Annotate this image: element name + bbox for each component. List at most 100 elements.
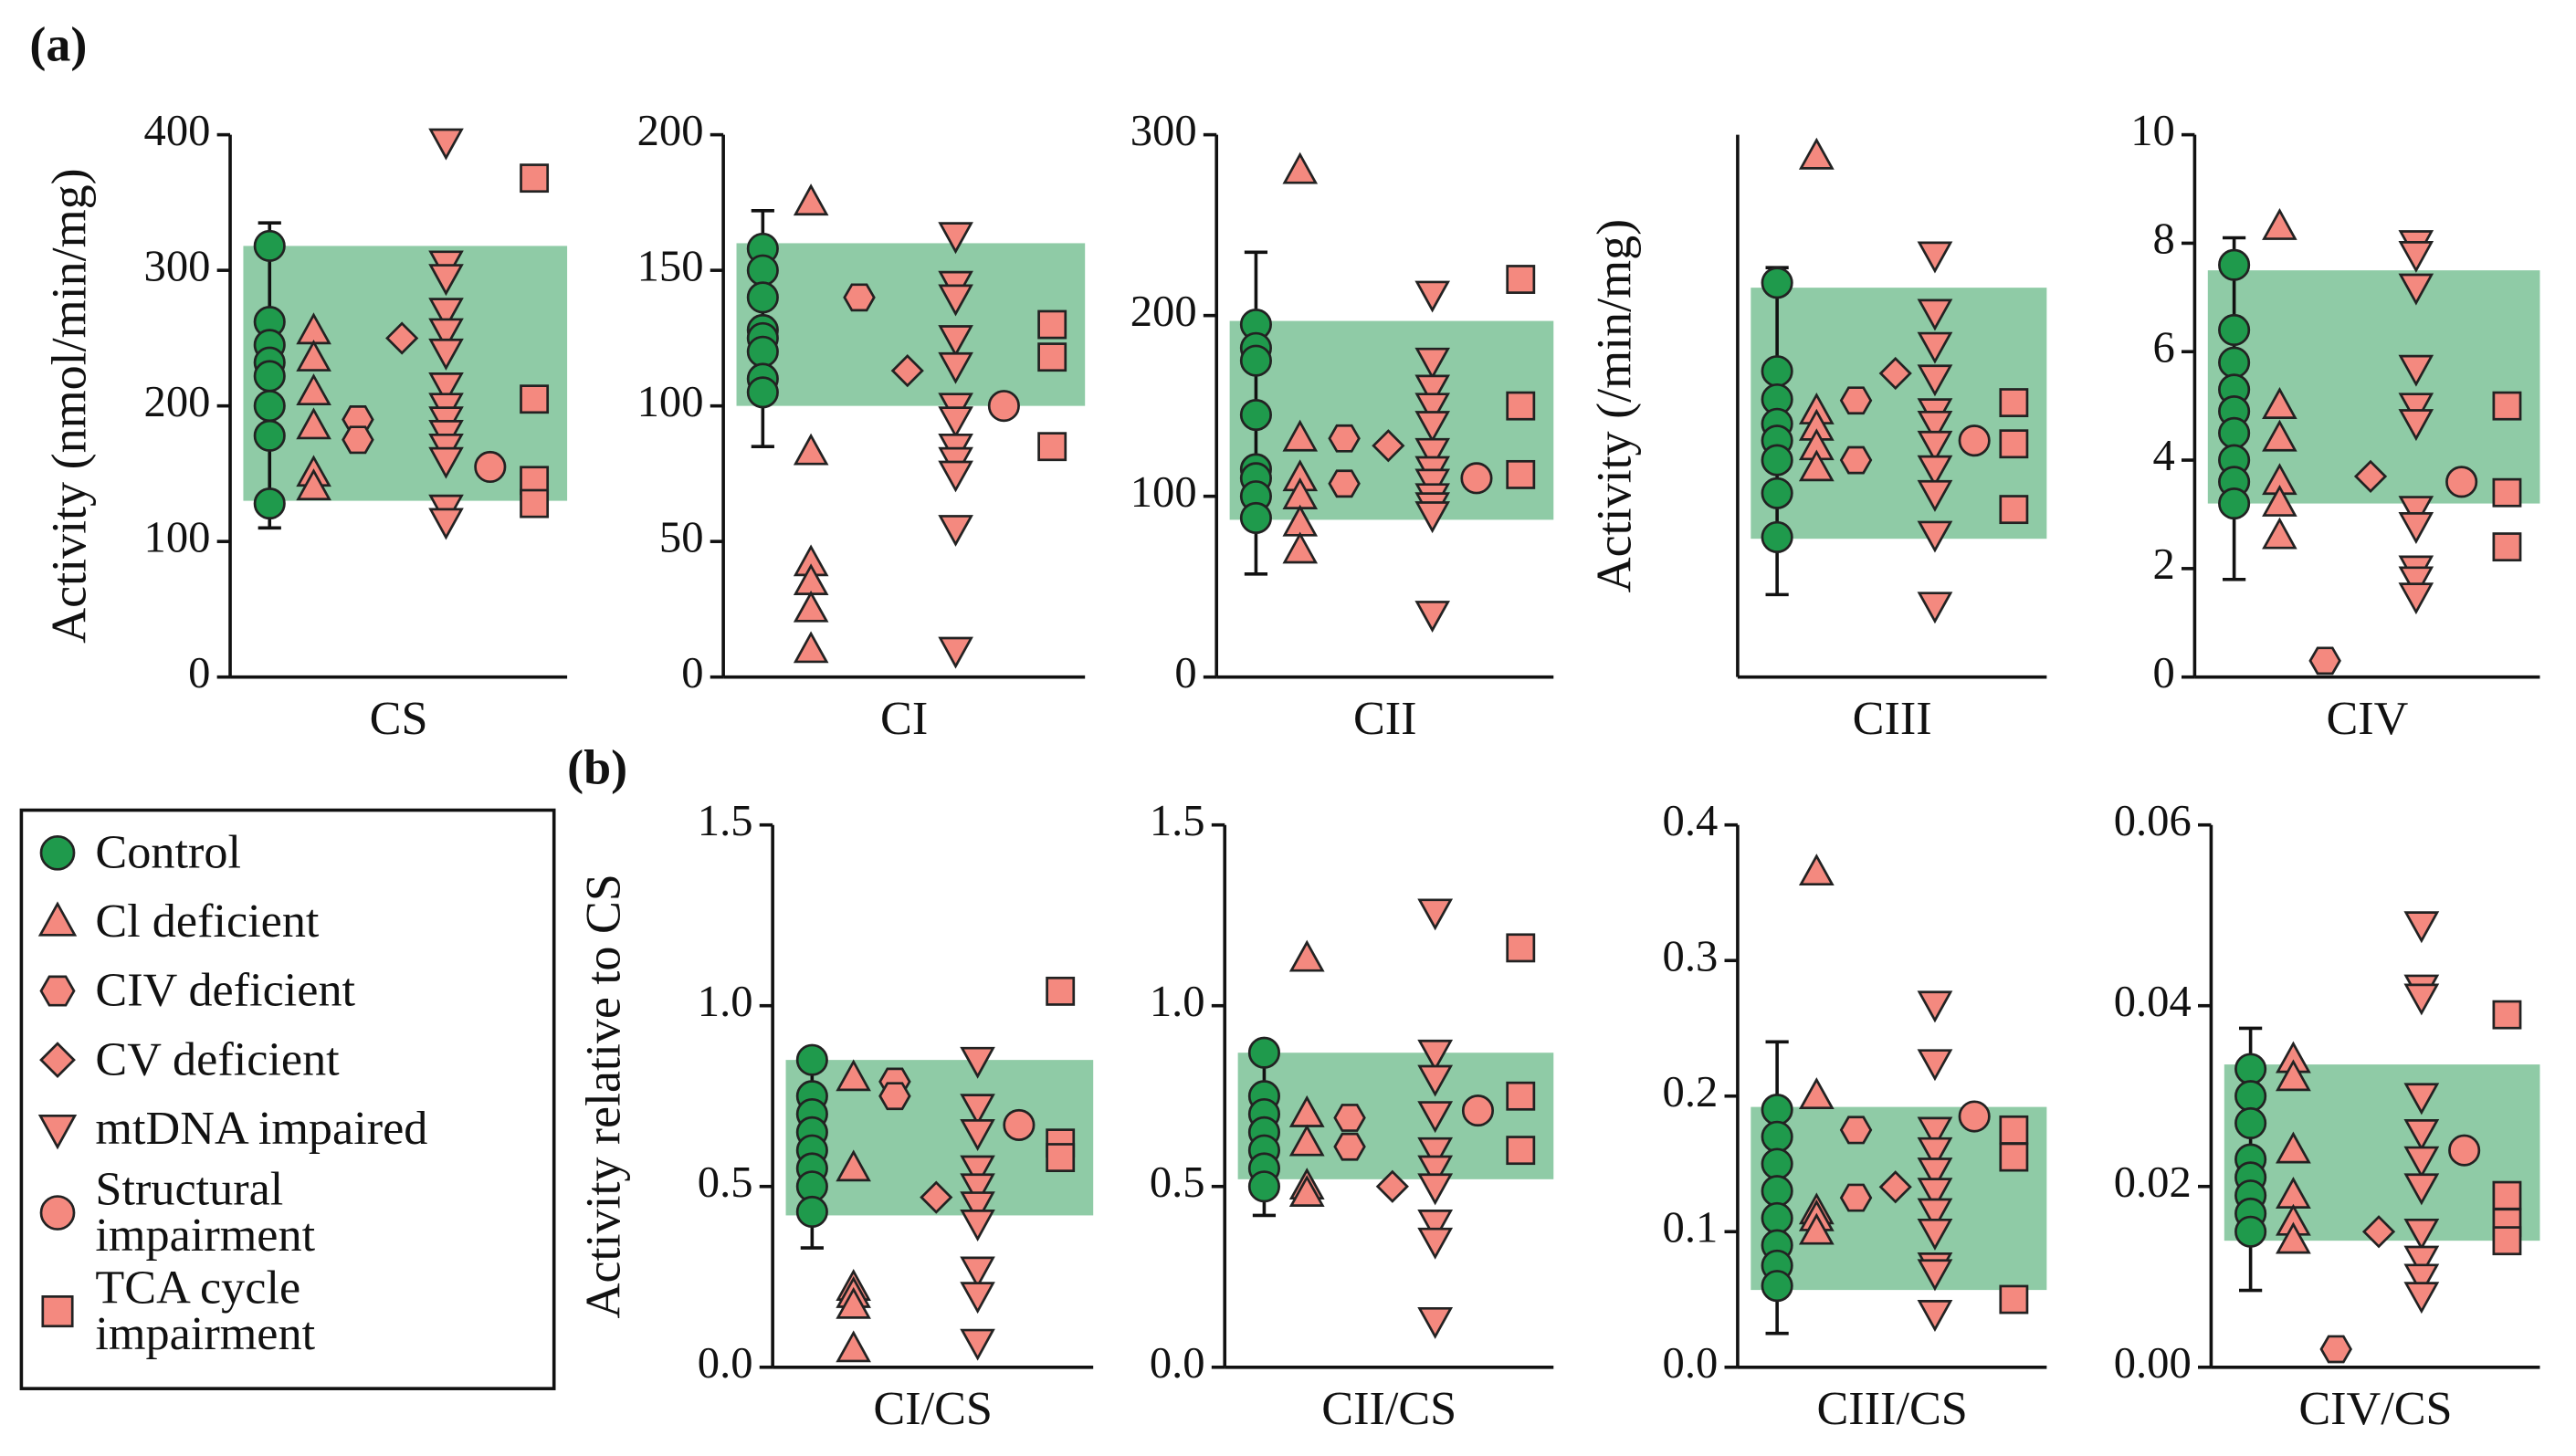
data-point xyxy=(1046,1143,1076,1172)
data-point xyxy=(2403,983,2440,1016)
data-point xyxy=(1761,355,1793,388)
data-point xyxy=(2398,582,2434,615)
data-point xyxy=(2234,1106,2267,1139)
legend-marker xyxy=(39,1042,76,1079)
data-point xyxy=(960,1328,995,1361)
data-point xyxy=(1288,939,1325,972)
data-point xyxy=(938,636,973,669)
x-axis-label: CIII xyxy=(1853,692,1932,745)
data-point xyxy=(836,1330,871,1363)
y-tick-label: 10 xyxy=(2130,106,2175,155)
data-point xyxy=(1037,309,1067,340)
data-point xyxy=(2492,1180,2522,1210)
data-point xyxy=(2218,487,2251,520)
legend-symbol xyxy=(39,975,76,1007)
legend-item: TCA cycle impairment xyxy=(37,1262,552,1361)
data-point xyxy=(1247,1170,1280,1203)
data-point xyxy=(428,508,464,540)
data-point xyxy=(746,281,779,314)
data-point xyxy=(474,450,507,484)
legend-marker xyxy=(37,1114,78,1150)
y-tick-label: 200 xyxy=(1130,287,1197,336)
data-point xyxy=(1414,437,1450,470)
data-point xyxy=(938,460,973,493)
data-point xyxy=(1917,1178,1953,1210)
data-point xyxy=(2398,409,2434,442)
y-tick-label: 100 xyxy=(1130,467,1197,517)
data-point xyxy=(2218,416,2251,449)
y-tick-label: 1.5 xyxy=(698,796,753,845)
y-tick-label: 0 xyxy=(681,648,703,697)
x-axis-label: CII/CS xyxy=(1321,1382,1456,1435)
data-point xyxy=(2492,477,2522,508)
legend-item: CV deficient xyxy=(37,1029,552,1091)
data-point xyxy=(1506,933,1536,963)
data-point xyxy=(2492,1000,2522,1030)
data-point xyxy=(2353,459,2388,493)
data-point xyxy=(296,373,331,406)
y-tick-label: 0.04 xyxy=(2114,977,2192,1026)
data-point xyxy=(1798,1077,1835,1110)
data-point xyxy=(1917,331,1953,364)
legend-symbol xyxy=(37,901,78,937)
data-point xyxy=(2319,1335,2352,1364)
data-point xyxy=(987,390,1020,423)
data-point xyxy=(2262,419,2297,452)
legend-symbol xyxy=(39,834,76,871)
data-point xyxy=(1917,1218,1953,1251)
data-point xyxy=(2492,1226,2522,1256)
y-tick-label: 200 xyxy=(637,106,704,155)
data-point xyxy=(342,425,374,455)
data-point xyxy=(1461,1095,1495,1127)
data-point xyxy=(1878,1170,1912,1204)
data-point xyxy=(253,419,286,452)
y-tick-label: 8 xyxy=(2152,215,2174,264)
legend-label: TCA cycle impairment xyxy=(95,1262,316,1361)
legend-item: Cl deficient xyxy=(37,891,552,953)
data-point xyxy=(2403,1263,2440,1296)
data-point xyxy=(1761,1270,1793,1303)
legend-item: Control xyxy=(37,822,552,884)
data-point xyxy=(428,446,464,479)
data-point xyxy=(2398,393,2434,425)
data-point xyxy=(2403,1083,2440,1116)
y-tick-label: 0.00 xyxy=(2114,1338,2192,1388)
data-point xyxy=(746,376,779,409)
data-point xyxy=(2234,1080,2267,1113)
data-point xyxy=(1417,1210,1454,1241)
data-point xyxy=(2218,346,2251,379)
data-point xyxy=(1003,1108,1036,1141)
data-point xyxy=(2276,1131,2311,1164)
data-point xyxy=(1917,520,1953,553)
data-point xyxy=(1414,601,1450,633)
y-tick-label: 0.4 xyxy=(1663,796,1719,845)
data-point xyxy=(2492,391,2522,421)
data-point xyxy=(960,1191,995,1224)
data-point xyxy=(890,354,924,388)
data-point xyxy=(795,1195,828,1229)
data-point xyxy=(2492,532,2522,562)
data-point xyxy=(1839,1183,1873,1212)
data-point xyxy=(960,1155,995,1188)
data-point xyxy=(1037,432,1067,462)
data-point xyxy=(1037,342,1067,372)
data-point xyxy=(1239,398,1272,432)
data-point xyxy=(2398,354,2434,387)
data-point xyxy=(836,1059,871,1092)
data-point xyxy=(2276,1221,2311,1254)
data-point xyxy=(1417,1039,1454,1072)
data-point xyxy=(428,298,464,330)
legend-item: mtDNA impaired xyxy=(37,1098,552,1160)
data-point xyxy=(2218,248,2251,281)
y-axis-label: Activity relative to CS xyxy=(576,874,631,1318)
data-point xyxy=(1282,419,1319,452)
data-point xyxy=(960,1094,995,1126)
data-point xyxy=(2361,1215,2396,1249)
data-point xyxy=(520,488,550,519)
data-point xyxy=(1798,854,1835,886)
data-point xyxy=(960,1173,995,1206)
data-point xyxy=(793,631,829,664)
data-point xyxy=(1417,1306,1454,1339)
data-point xyxy=(1417,1155,1454,1188)
legend-symbol xyxy=(37,1114,78,1150)
